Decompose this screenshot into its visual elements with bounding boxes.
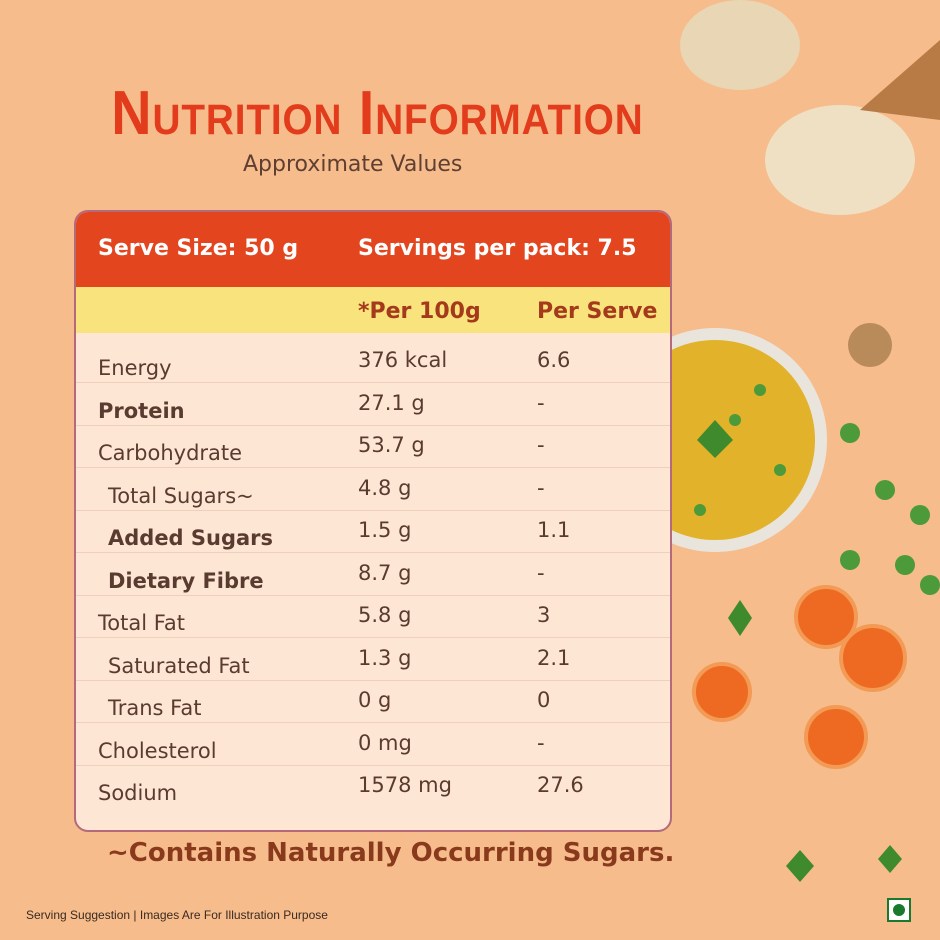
- nutrient-name: Sodium: [98, 781, 178, 805]
- nutrient-value: 27.6: [537, 773, 584, 797]
- nutrient-name: Total Fat: [98, 611, 185, 635]
- nutrient-value: 2.1: [537, 645, 571, 670]
- nutrient-value: -: [537, 730, 545, 755]
- nutrient-name: Carbohydrate: [98, 441, 243, 465]
- table-row: Protein 27.1 g -: [76, 383, 670, 426]
- nutrient-value: 27.1 g: [358, 390, 425, 415]
- grains: [680, 0, 940, 215]
- column-label: *Per 100g: [358, 299, 481, 324]
- column-label: Per Serve: [537, 299, 658, 324]
- table-header: Serve Size: 50 g Servings per pack: 7.5: [76, 212, 670, 287]
- disclaimer: Serving Suggestion | Images Are For Illu…: [26, 908, 328, 922]
- nutrient-value: 1.1: [537, 518, 571, 542]
- nutrient-value: -: [537, 390, 545, 415]
- footnote: ~Contains Naturally Occurring Sugars.: [107, 838, 675, 868]
- nutrient-value: 6.6: [537, 348, 571, 372]
- nutrient-name: Energy: [98, 356, 172, 380]
- nutrient-value: 0: [537, 688, 551, 712]
- nutrient-value: 3: [537, 603, 551, 627]
- nutrient-value: -: [537, 475, 545, 500]
- nutrient-value: 0 g: [358, 688, 392, 712]
- nutrient-name: Total Sugars~: [108, 483, 254, 508]
- table-row: Energy 376 kcal 6.6: [76, 340, 670, 383]
- table-row: Cholesterol 0 mg -: [76, 723, 670, 766]
- nutrient-value: 1.5 g: [358, 518, 412, 542]
- nutrient-name: Cholesterol: [98, 738, 217, 763]
- nutrient-value: 0 mg: [358, 730, 412, 755]
- nutrient-value: 376 kcal: [358, 348, 448, 372]
- table-row: Carbohydrate 53.7 g -: [76, 425, 670, 468]
- table-row: Trans Fat 0 g 0: [76, 680, 670, 723]
- nutrient-value: 8.7 g: [358, 560, 412, 585]
- servings: Servings per pack: 7.5: [358, 236, 637, 261]
- subtitle: Approximate Values: [243, 152, 463, 177]
- table-row: Saturated Fat 1.3 g 2.1: [76, 638, 670, 681]
- nutrient-value: 1578 mg: [358, 773, 452, 797]
- nutrient-value: 1.3 g: [358, 645, 412, 670]
- nutrient-name: Dietary Fibre: [108, 568, 264, 593]
- nutrient-name: Added Sugars: [108, 526, 274, 550]
- column-header: *Per 100g Per Serve: [76, 287, 670, 333]
- nutrient-name: Protein: [98, 398, 185, 423]
- nutrient-value: 5.8 g: [358, 603, 412, 627]
- nutrient-value: 53.7 g: [358, 433, 425, 457]
- table-row: Total Sugars~ 4.8 g -: [76, 468, 670, 511]
- table-row: Added Sugars 1.5 g 1.1: [76, 510, 670, 553]
- serve-size: Serve Size: 50 g: [98, 236, 299, 261]
- nutrition-table: Serve Size: 50 g Servings per pack: 7.5 …: [74, 210, 672, 832]
- nutrient-value: -: [537, 560, 545, 585]
- table-row: Dietary Fibre 8.7 g -: [76, 553, 670, 596]
- nutrient-name: Trans Fat: [108, 696, 202, 720]
- nutrient-value: -: [537, 433, 545, 457]
- table-row: Total Fat 5.8 g 3: [76, 595, 670, 638]
- nutrient-name: Saturated Fat: [108, 653, 250, 678]
- table-row: Sodium 1578 mg 27.6: [76, 765, 670, 807]
- title: Nutrition Information: [111, 79, 644, 148]
- nutrient-value: 4.8 g: [358, 475, 412, 500]
